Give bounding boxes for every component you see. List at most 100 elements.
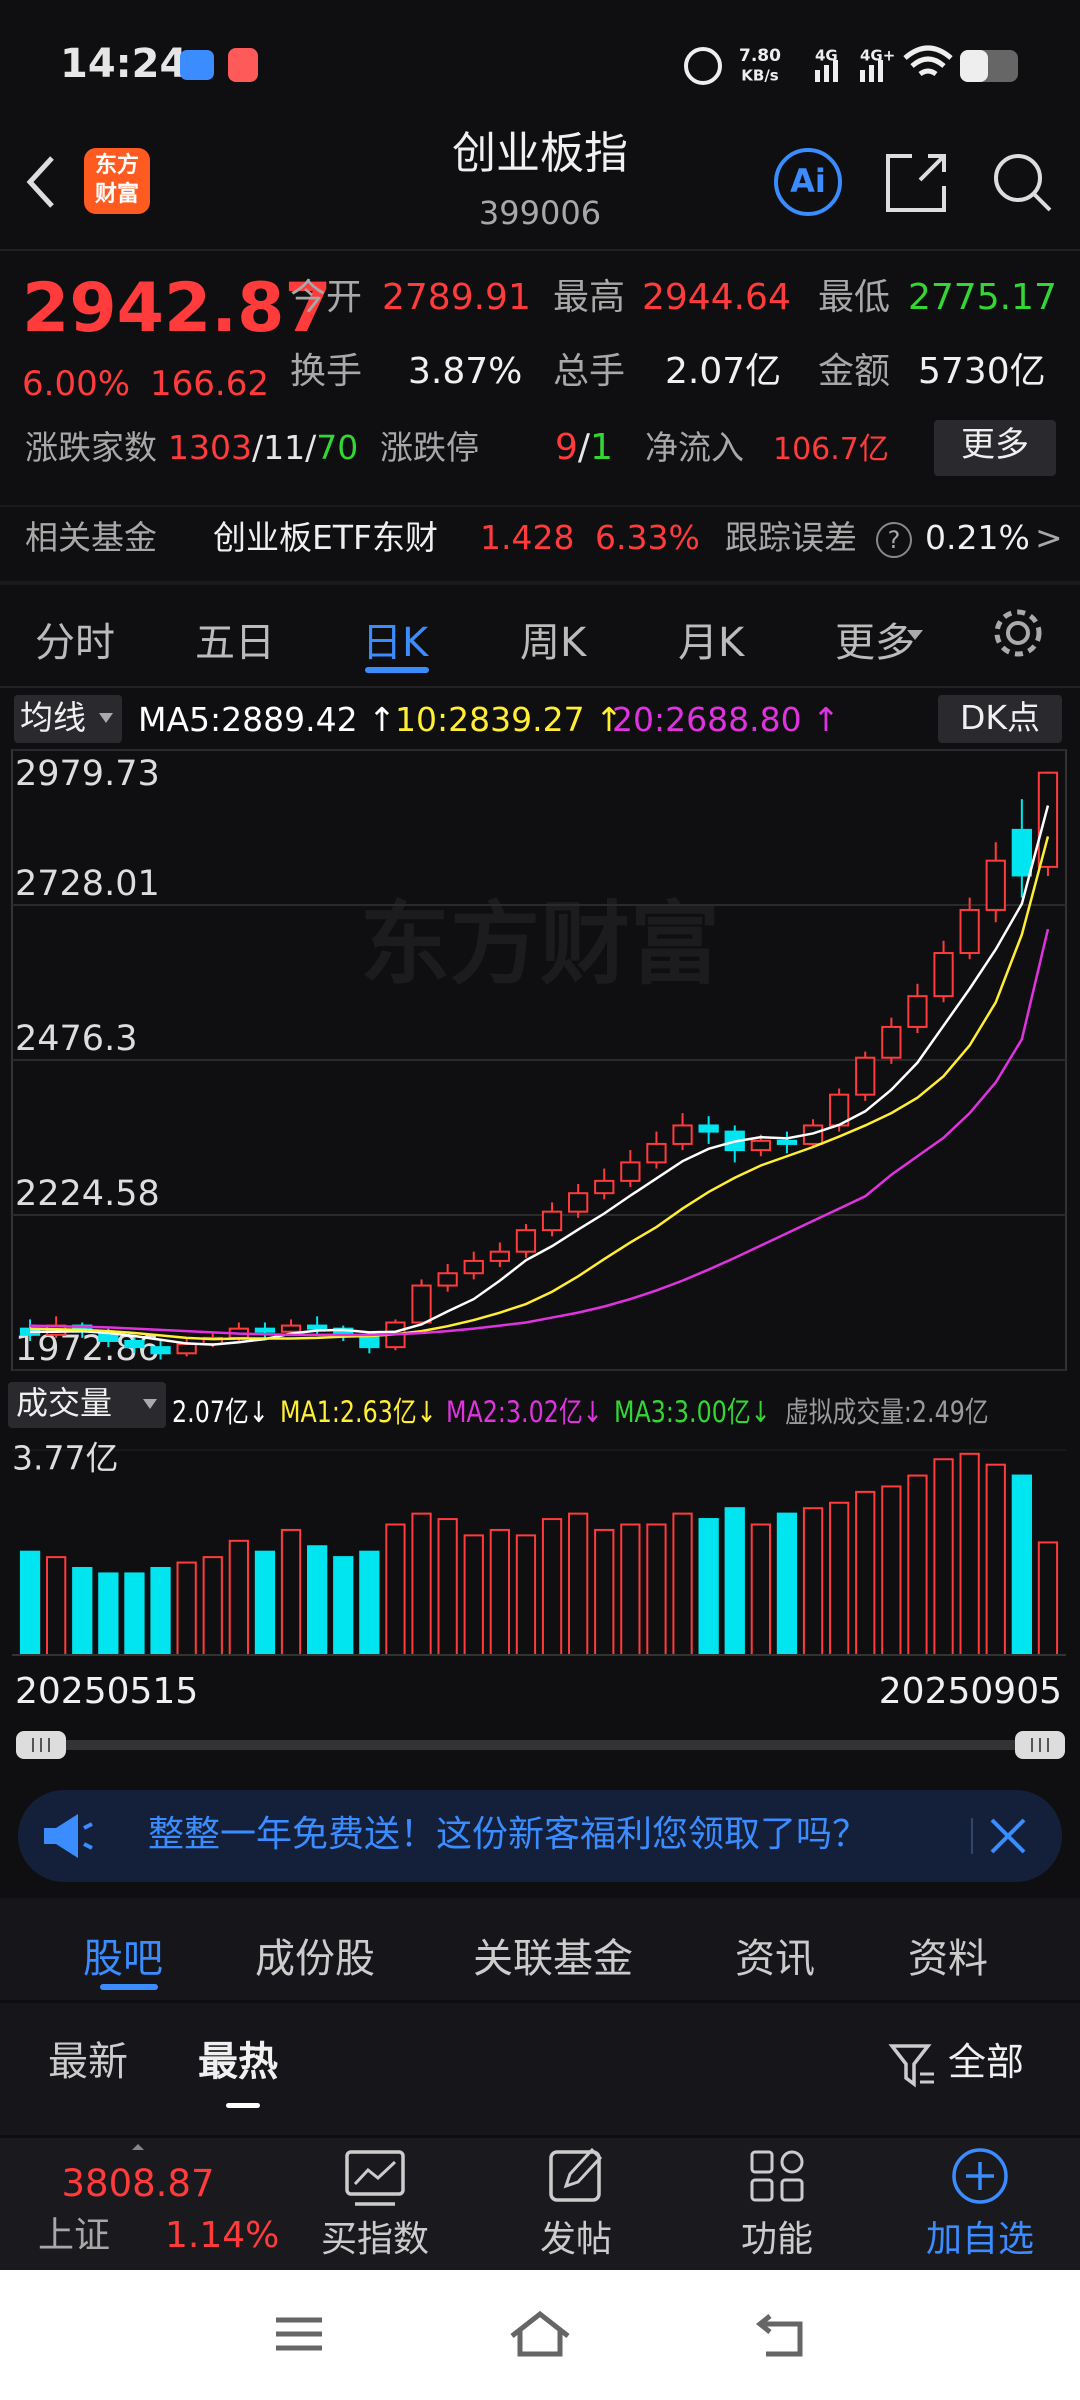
label: 涨跌停 [380, 428, 479, 467]
tab[interactable]: 周K [520, 620, 587, 666]
label: 净流入 [645, 428, 744, 467]
speed: 7.80 [739, 46, 781, 66]
breadth-part: / [305, 428, 317, 467]
candle-body [959, 908, 980, 955]
volume-bar [254, 1550, 276, 1656]
volume-button-label[interactable]: 成交量 [16, 1384, 113, 1422]
volume-bar [541, 1518, 563, 1656]
tab[interactable]: 五日 [195, 620, 275, 666]
index-name[interactable]: 上证 [38, 2215, 111, 2256]
y-tick-label: 2979.73 [15, 754, 160, 794]
fund-name[interactable]: 创业板ETF东财 [213, 518, 438, 557]
legend-item: MA5:2889.42 ↑ [138, 700, 396, 739]
candle-body [1037, 771, 1059, 868]
tab[interactable]: 更多 [835, 620, 915, 666]
arrow[interactable]: > [1035, 518, 1063, 557]
tab-indicator [365, 667, 429, 673]
menu-button[interactable] [276, 2317, 322, 2351]
home-button[interactable] [510, 2310, 570, 2357]
volume-bar [959, 1452, 980, 1657]
settings-icon[interactable] [990, 605, 1046, 661]
end-date: 20250905 [878, 1671, 1062, 1712]
legend-item: 20:2688.80 ↑ [612, 700, 840, 739]
volume-bar [802, 1507, 824, 1657]
candle-body [176, 1343, 197, 1355]
range-slider[interactable] [0, 1725, 1080, 1775]
back-button[interactable] [755, 2314, 803, 2357]
limit-part: 1 [590, 427, 613, 468]
index-pct[interactable]: 1.14% [165, 2215, 280, 2256]
volume-bar [307, 1545, 328, 1657]
volume-bar [98, 1572, 119, 1656]
banner-text[interactable]: 整整一年免费送！这份新客福利您领取了吗？ [148, 1814, 869, 1855]
sort-latest[interactable]: 最新 [48, 2039, 128, 2085]
volume-bar [515, 1534, 537, 1656]
volume-bar [646, 1523, 667, 1657]
candle-body [620, 1161, 641, 1182]
value: 6.33% [595, 518, 700, 557]
bottom-bar [0, 2138, 1080, 2270]
volume-bar [594, 1528, 615, 1657]
legend-item: MA2:3.02亿↓ [446, 1395, 603, 1429]
ma-button-label[interactable]: 均线 [20, 698, 86, 737]
top-icons: 7.80 KB/s 4G 4G+ 东方 财富 Ai [26, 45, 1052, 216]
search-icon[interactable] [994, 154, 1042, 202]
dropdown-icon [143, 1399, 157, 1409]
value: 3.87% [408, 351, 523, 392]
y-tick-label: 3.77亿 [12, 1439, 118, 1478]
dropdown-icon [99, 713, 113, 723]
more-button[interactable] [934, 420, 1056, 476]
change-pct: 6.00% [22, 364, 131, 404]
candle-body [568, 1192, 589, 1213]
share-icon[interactable] [886, 154, 946, 212]
help-icon[interactable]: ? [876, 522, 912, 558]
index-value[interactable]: 3808.87 [61, 2162, 215, 2205]
filter-label[interactable]: 全部 [948, 2040, 1025, 2084]
section-tab[interactable]: 成份股 [255, 1936, 375, 1982]
tab[interactable]: 分时 [35, 620, 115, 666]
close-icon[interactable] [970, 1810, 1040, 1862]
ai-button[interactable]: Ai [790, 162, 826, 200]
banner[interactable] [18, 1790, 1062, 1882]
post-button[interactable]: 发帖 [539, 2219, 612, 2260]
buy-button[interactable]: 买指数 [320, 2219, 429, 2260]
candle-body [541, 1210, 563, 1232]
watermark: 东方财富 [360, 892, 720, 997]
dk-label[interactable]: DK点 [959, 698, 1041, 737]
bottom-icons [132, 2144, 1008, 2206]
logo-text: 东方 [95, 152, 139, 178]
section-tab[interactable]: 关联基金 [473, 1936, 633, 1982]
sort-hot[interactable]: 最热 [198, 2039, 278, 2085]
volume-bar [750, 1523, 771, 1657]
volume-button[interactable] [8, 1382, 166, 1428]
section-tab[interactable]: 资料 [908, 1936, 988, 1982]
candle-body [594, 1179, 615, 1195]
y-tick-label: 2476.3 [15, 1019, 137, 1059]
volume-bar [19, 1550, 41, 1656]
volume-bar [985, 1463, 1006, 1656]
volume-bar [855, 1490, 876, 1657]
legend-item: MA3:3.00亿↓ [614, 1395, 771, 1429]
section-tab[interactable]: 股吧 [83, 1936, 163, 1982]
label: 跟踪误差 [725, 518, 857, 557]
more-label[interactable]: 更多 [961, 425, 1029, 465]
volume-bar [228, 1539, 249, 1656]
filter-icon[interactable] [888, 2040, 938, 2090]
nav-icons [276, 2310, 803, 2357]
volume-bar [72, 1566, 93, 1657]
volume-bar [881, 1485, 902, 1657]
tab[interactable]: 日K [362, 620, 429, 666]
candle-body [254, 1327, 276, 1333]
candle-body [672, 1124, 693, 1145]
dk-button[interactable] [938, 695, 1062, 743]
add-button[interactable]: 加自选 [925, 2219, 1034, 2260]
tab[interactable]: 月K [678, 620, 745, 666]
candle-body [411, 1284, 432, 1324]
section-tab[interactable]: 资讯 [735, 1936, 815, 1982]
candle-body [776, 1139, 798, 1145]
volume-bar [933, 1458, 954, 1656]
label: 换手 [290, 351, 363, 392]
breadth-part: 11 [263, 428, 306, 467]
function-button[interactable]: 功能 [740, 2219, 813, 2260]
